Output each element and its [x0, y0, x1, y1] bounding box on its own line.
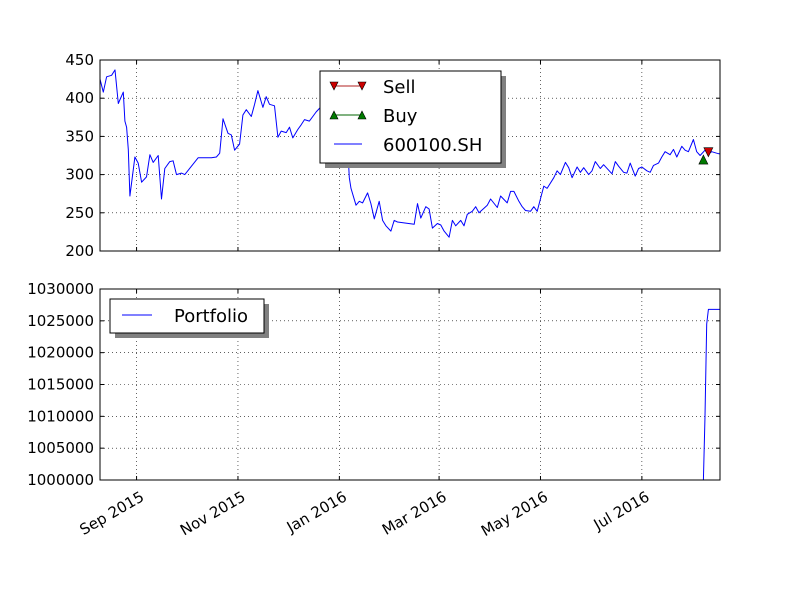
y-tick-label: 1005000: [27, 439, 94, 457]
y-tick-label: 1030000: [27, 280, 94, 298]
legend-label-buy: Buy: [383, 106, 418, 127]
price-x-ticks: [136, 60, 643, 251]
y-tick-label: 1010000: [27, 407, 94, 425]
buy-marker: [698, 154, 709, 165]
buy-legend-marker: [357, 110, 367, 120]
y-tick-label: 200: [65, 242, 94, 260]
price-plot-frame: [99, 59, 721, 252]
y-tick-label: 1020000: [27, 344, 94, 362]
sell-marker: [703, 147, 714, 158]
legend-frame: [109, 298, 265, 334]
y-tick-label: 250: [65, 204, 94, 222]
y-tick-label: 1000000: [27, 471, 94, 489]
buy-legend-marker: [329, 110, 339, 120]
portfolio-gridlines: [100, 289, 720, 480]
legend-label-sell: Sell: [383, 77, 416, 98]
y-tick-label: 1025000: [27, 312, 94, 330]
y-tick-label: 450: [65, 51, 94, 69]
legend-entry-600100-sh: 600100.SH: [334, 135, 482, 156]
price-y-ticks: 200 250 300 350 400 450: [65, 51, 720, 260]
legend-entry-buy: Buy: [329, 106, 418, 127]
trade-markers: [698, 147, 714, 165]
sell-legend-marker: [357, 81, 367, 91]
portfolio-y-ticks: 1000000 1005000 1010000 1015000 1020000 10250…: [27, 280, 720, 489]
y-tick-label: 300: [65, 166, 94, 184]
price-line-600100-sh: [99, 69, 721, 238]
y-tick-label: 1015000: [27, 376, 94, 394]
sell-legend-marker: [329, 81, 339, 91]
price-chart: 200 250 300 350 400 450 Sell Buy 600100.SH: [65, 51, 721, 260]
price-series-line: [99, 69, 721, 238]
legend-label-portfolio: Portfolio: [174, 306, 248, 327]
price-gridlines: [100, 60, 720, 251]
portfolio-legend: Portfolio: [109, 298, 269, 338]
legend-label-600100-sh: 600100.SH: [383, 135, 482, 156]
y-tick-label: 400: [65, 89, 94, 107]
price-legend: Sell Buy 600100.SH: [319, 70, 506, 168]
legend-entry-sell: Sell: [329, 77, 416, 98]
y-tick-label: 350: [65, 127, 94, 145]
